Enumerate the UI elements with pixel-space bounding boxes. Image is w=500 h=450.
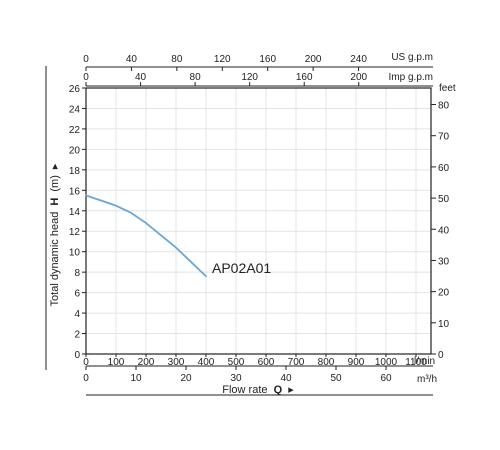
us-gpm-tick-label: 80 <box>171 54 183 65</box>
y-tick-label: 0 <box>74 350 80 361</box>
y-axis-title-arrow: ▸ <box>49 163 61 169</box>
plot-frame <box>85 87 432 355</box>
x-axis-title: Flow rate Q ▸ <box>222 384 294 396</box>
y-tick-label: 8 <box>74 268 80 279</box>
y-tick-label: 6 <box>74 289 80 300</box>
imp-gpm-tick-label: 120 <box>241 72 258 83</box>
y-tick-label: 16 <box>69 186 81 197</box>
feet-tick-label: 70 <box>438 132 450 143</box>
feet-tick-label: 60 <box>438 163 450 174</box>
us-gpm-tick-label: 240 <box>350 54 367 65</box>
feet-tick-label: 30 <box>438 256 450 267</box>
x-tick-label: 0 <box>83 357 89 368</box>
x-tick-label: 500 <box>228 357 245 368</box>
us-gpm-tick-label: 40 <box>126 54 138 65</box>
m3h-tick-label: 20 <box>180 373 192 384</box>
x-tick-label: 100 <box>108 357 125 368</box>
right-axis-feet-label: feet <box>439 83 456 94</box>
y-tick-label: 2 <box>74 330 80 341</box>
m3h-tick-label: 40 <box>280 373 292 384</box>
y-tick-label: 12 <box>69 227 81 238</box>
y-tick-label: 20 <box>69 145 81 156</box>
us-gpm-tick-label: 160 <box>259 54 276 65</box>
x-axis-title-arrow: ▸ <box>288 384 294 396</box>
m3h-tick-label: 10 <box>130 373 142 384</box>
us-gpm-tick-label: 200 <box>305 54 322 65</box>
imp-gpm-tick-label: 160 <box>296 72 313 83</box>
imp-gpm-tick-label: 80 <box>190 72 202 83</box>
series-layer: AP02A01 <box>85 194 271 278</box>
imp-gpm-tick-label: 200 <box>350 72 367 83</box>
series-label: AP02A01 <box>212 260 271 276</box>
x-axis-title-bold: Q <box>274 384 283 396</box>
x-tick-label: 1100 <box>405 357 427 368</box>
m3h-tick-label: 30 <box>230 373 242 384</box>
us-gpm-tick-label: 120 <box>214 54 231 65</box>
imp-gpm-tick-label: 40 <box>135 72 147 83</box>
y-tick-label: 10 <box>69 248 81 259</box>
grid <box>86 88 431 354</box>
y-tick-label: 26 <box>69 84 81 95</box>
x-tick-label: 300 <box>168 357 185 368</box>
y-axis-title: Total dynamic head H (m) ▸ <box>49 163 61 306</box>
x-tick-label: 700 <box>288 357 305 368</box>
y-tick-label: 14 <box>69 207 81 218</box>
x-tick-label: 600 <box>258 357 275 368</box>
x-axis-title-text: Flow rate <box>222 384 267 396</box>
y-tick-label: 22 <box>69 125 81 136</box>
feet-tick-label: 80 <box>438 101 450 112</box>
x-tick-label: 1000 <box>375 357 398 368</box>
y-axis-title-bold: H <box>49 198 61 206</box>
y-axis-title-text: Total dynamic head <box>49 212 61 307</box>
x-tick-label: 400 <box>198 357 215 368</box>
bottom-axis-m3h-label: m³/h <box>417 374 437 385</box>
series-line <box>85 194 207 278</box>
y-axis-title-unit: (m) <box>49 175 61 192</box>
top-axis-us-label: US g.p.m <box>391 52 433 63</box>
x-tick-label: 800 <box>318 357 335 368</box>
x-tick-label: 200 <box>138 357 155 368</box>
top-axis-imp-label: Imp g.p.m <box>389 72 433 83</box>
m3h-tick-label: 0 <box>83 373 89 384</box>
y-tick-label: 4 <box>74 309 80 320</box>
feet-tick-label: 40 <box>438 225 450 236</box>
m3h-tick-label: 50 <box>330 373 342 384</box>
y-tick-label: 18 <box>69 166 81 177</box>
us-gpm-tick-label: 0 <box>83 54 89 65</box>
m3h-tick-label: 60 <box>380 373 392 384</box>
feet-tick-label: 0 <box>438 350 444 361</box>
feet-tick-label: 10 <box>438 319 450 330</box>
x-unit-label: l/min <box>414 356 435 367</box>
axes <box>45 66 436 396</box>
imp-gpm-tick-label: 0 <box>83 72 89 83</box>
feet-tick-label: 50 <box>438 194 450 205</box>
feet-tick-label: 20 <box>438 288 450 299</box>
y-tick-label: 24 <box>69 104 81 115</box>
x-tick-label: 900 <box>348 357 365 368</box>
